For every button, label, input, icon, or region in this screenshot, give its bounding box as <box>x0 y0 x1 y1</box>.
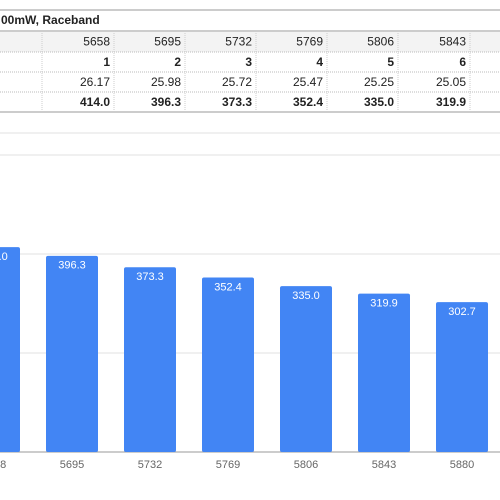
table-cell: 5806 <box>367 35 394 49</box>
table-cell: 373.3 <box>222 95 252 109</box>
table-cell: 6 <box>459 55 466 69</box>
table-cell: 25.98 <box>151 75 181 89</box>
table-cell: 414.0 <box>80 95 110 109</box>
x-tick-label: 5658 <box>0 459 6 471</box>
table-cell: 1 <box>103 55 110 69</box>
value-label: 352.4 <box>214 281 242 293</box>
table-cell: 396.3 <box>151 95 181 109</box>
x-tick-label: 5806 <box>294 459 318 471</box>
x-tick-label: 5843 <box>372 459 396 471</box>
x-tick-label: 5880 <box>450 459 474 471</box>
table-cell: 26.17 <box>80 75 110 89</box>
table-cell: 5 <box>387 55 394 69</box>
table-cell: 4 <box>316 55 323 69</box>
bar <box>358 293 410 452</box>
bar <box>46 255 98 452</box>
value-label: 302.7 <box>448 306 476 318</box>
x-tick-label: 5695 <box>60 459 84 471</box>
table-cell: 5695 <box>154 35 181 49</box>
value-label: 414.0 <box>0 251 8 263</box>
table-cell: 2 <box>174 55 181 69</box>
bar <box>280 286 332 452</box>
table-cell: 319.9 <box>436 95 466 109</box>
table-cell: 335.0 <box>364 95 394 109</box>
table-cell: 5732 <box>225 35 252 49</box>
value-label: 335.0 <box>292 290 320 302</box>
table-cell: 352.4 <box>293 95 323 109</box>
value-label: 373.3 <box>136 271 164 283</box>
bar <box>202 277 254 452</box>
header-row-bg <box>0 32 500 52</box>
table-cell: 25.25 <box>364 75 394 89</box>
table-cell: 5843 <box>439 35 466 49</box>
table-cell: 25.47 <box>293 75 323 89</box>
x-tick-label: 5732 <box>138 459 162 471</box>
table-cell: 25.05 <box>436 75 466 89</box>
bar <box>124 267 176 452</box>
table-cell: 25.72 <box>222 75 252 89</box>
table-cell: 5658 <box>83 35 110 49</box>
table-cell: 5769 <box>296 35 323 49</box>
value-label: 319.9 <box>370 298 398 310</box>
table-cell: 3 <box>245 55 252 69</box>
bar <box>436 302 488 452</box>
table-title: 00mW, Raceband <box>1 13 100 27</box>
x-tick-label: 5769 <box>216 459 240 471</box>
bar <box>0 247 20 452</box>
value-label: 396.3 <box>58 260 86 272</box>
